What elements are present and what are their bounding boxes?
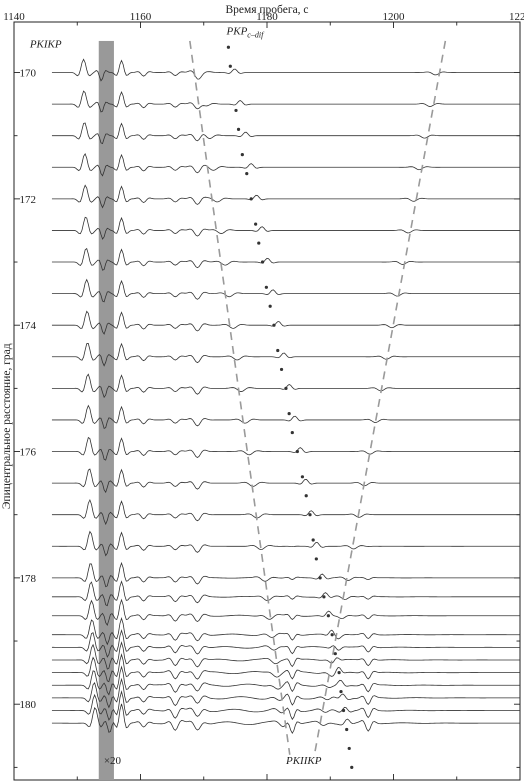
seismogram-trace	[51, 152, 520, 177]
y-tick-label: 178	[20, 573, 37, 585]
seismogram-trace	[51, 629, 520, 658]
pkp-cdif-dot	[350, 765, 354, 769]
x-tick-label: 1200	[383, 11, 406, 23]
pkp-cdif-dot	[345, 727, 349, 732]
seismogram-trace	[51, 247, 520, 271]
seismogram-trace	[51, 184, 520, 209]
axis-ticks: 1140 1160 1180 1200 1220 170 172 174 176 178 180	[3, 11, 524, 780]
pkp-cdif-dot	[314, 557, 318, 561]
seismogram-trace	[51, 278, 520, 303]
pkp-cdif-dot	[279, 367, 284, 372]
pkp-cdif-dot	[268, 304, 272, 308]
x-tick-label: 1180	[256, 11, 278, 23]
pkp-cdif-dot	[337, 671, 341, 675]
x-tick-label: 1140	[3, 11, 25, 23]
annotations: PKIKP PKPc–dif PKIIKP ×20	[29, 26, 322, 768]
annotation-subscript: c–dif	[247, 31, 265, 40]
pkp-cdif-dot	[249, 197, 253, 201]
pkp-cdif-dot	[234, 108, 238, 113]
pkp-cdif-dot	[300, 475, 305, 479]
seismogram-trace	[51, 498, 520, 526]
seismogram-trace	[51, 598, 520, 627]
x-tick-label: 1220	[509, 11, 524, 23]
annotation-text: ×20	[104, 755, 122, 767]
seismogram-trace	[51, 703, 520, 735]
annotation-label: ×20	[104, 755, 122, 767]
pkp-cdif-dot	[240, 153, 244, 157]
pkp-cdif-dot	[254, 222, 258, 226]
seismogram-traces	[51, 58, 521, 735]
seismogram-trace	[51, 530, 520, 557]
seismogram-trace	[51, 468, 520, 494]
pkp-cdif-dots	[226, 45, 354, 769]
seismogram-trace	[51, 561, 520, 588]
seismogram-trace	[51, 342, 520, 367]
pkp-cdif-dot	[326, 614, 330, 618]
y-tick-label: 176	[20, 447, 37, 459]
pkp-cdif-dot	[226, 45, 231, 49]
annotation-label: PKIKP	[29, 38, 62, 50]
y-axis-title: Эпицентральное расстояние, град	[1, 343, 13, 509]
seismogram-trace	[51, 58, 520, 82]
dashed-guides	[189, 40, 447, 755]
seismogram-trace	[51, 436, 520, 461]
seismogram-trace	[51, 690, 520, 721]
seismogram-trace	[51, 665, 521, 696]
pkp-cdif-dot	[347, 746, 351, 751]
pkp-cdif-dot	[290, 430, 294, 435]
seismogram-trace	[51, 653, 520, 683]
seismogram-trace	[51, 122, 520, 145]
pkp-cdif-dot	[330, 633, 334, 637]
gray-band	[98, 40, 114, 780]
seismogram-trace	[51, 677, 520, 709]
y-tick-label: 180	[20, 699, 37, 711]
pkp-cdif-dot	[276, 348, 280, 353]
pkp-cdif-dot	[245, 172, 249, 176]
annotation-text: PKP	[226, 26, 248, 38]
pkp-cdif-dot	[304, 494, 308, 498]
y-tick-label: 170	[20, 68, 37, 80]
seismogram-trace	[51, 616, 520, 646]
seismogram-trace	[51, 216, 520, 240]
pkp-cdif-dot	[311, 538, 315, 542]
pkp-cdif-dot	[284, 386, 288, 390]
annotation-label: PKPc–dif	[226, 26, 266, 40]
pkp-cdif-dot	[272, 323, 276, 327]
seismogram-trace	[51, 641, 520, 670]
pkp-cdif-dot	[236, 127, 241, 131]
x-tick-label: 1160	[130, 11, 152, 23]
pkp-cdif-dot	[322, 595, 326, 599]
seismogram-trace	[51, 580, 520, 607]
amplification-band	[98, 40, 114, 780]
seismogram-trace	[51, 310, 520, 335]
y-tick-label: 174	[20, 320, 37, 332]
pkp-cdif-dot	[287, 412, 291, 416]
pkp-cdif-dot	[308, 513, 312, 517]
annotation-text: PKIIKP	[285, 755, 322, 767]
dashed-guide-line	[313, 40, 447, 755]
axis-labels: Время пробега, с Эпицентральное расстоян…	[1, 4, 309, 509]
seismogram-trace	[51, 373, 520, 399]
pkp-cdif-dot	[257, 241, 261, 245]
seismogram-trace	[51, 404, 520, 430]
annotation-text: PKIKP	[29, 38, 62, 50]
pkp-cdif-dot	[228, 64, 232, 68]
pkp-cdif-dot	[333, 652, 337, 656]
pkp-cdif-dot	[264, 285, 268, 289]
pkp-cdif-dot	[260, 260, 265, 264]
pkp-cdif-dot	[341, 708, 346, 713]
annotation-label: PKIIKP	[285, 755, 322, 767]
pkp-cdif-dot	[339, 689, 343, 694]
seismogram-trace	[51, 90, 520, 113]
pkp-cdif-dot	[295, 449, 299, 454]
pkp-cdif-dot	[318, 576, 322, 580]
x-axis-title: Время пробега, с	[225, 4, 308, 16]
y-tick-label: 172	[20, 194, 37, 206]
